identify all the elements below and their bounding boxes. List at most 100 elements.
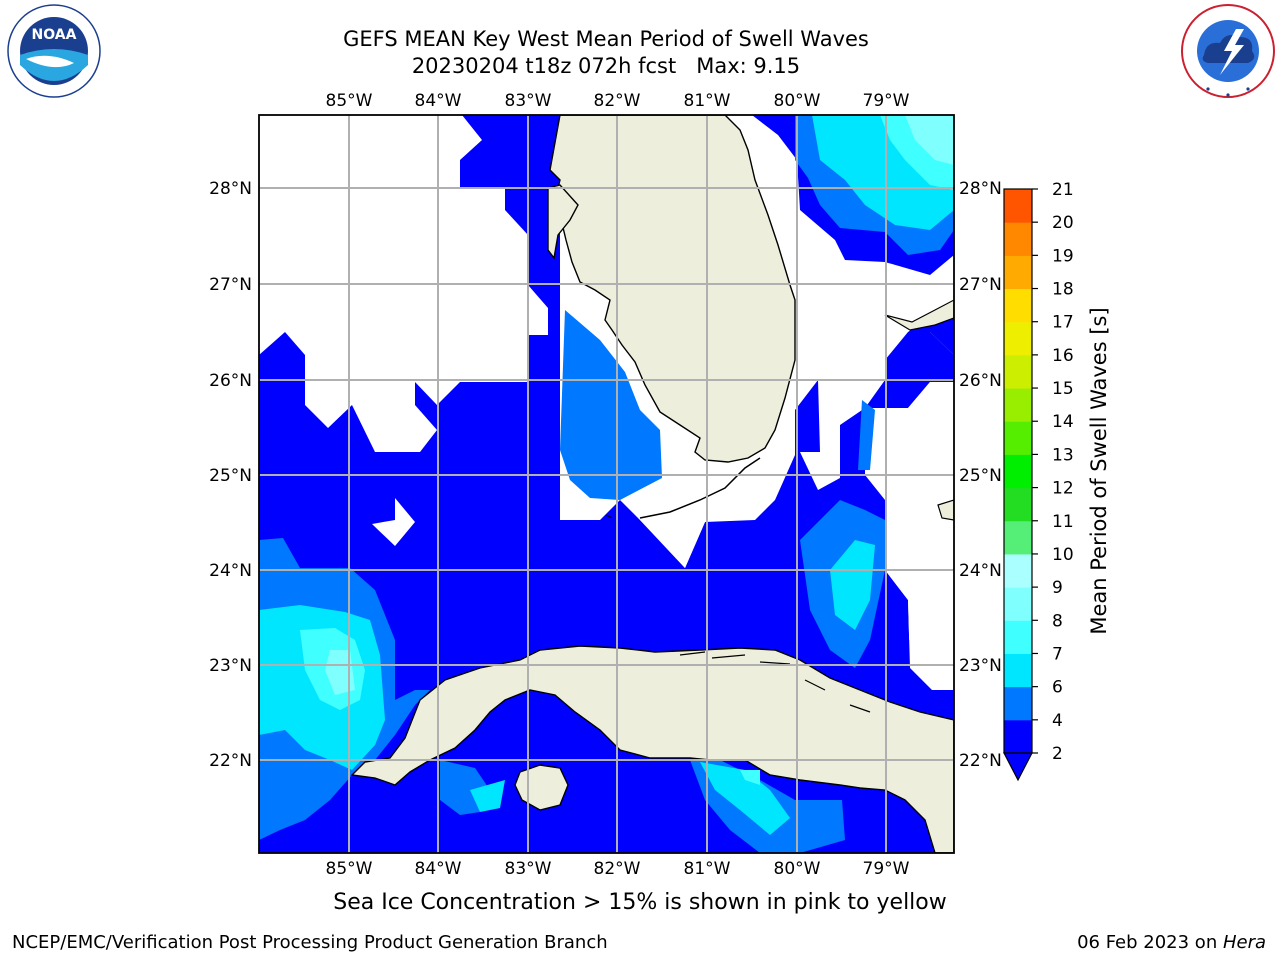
colorbar-segment — [1004, 421, 1032, 455]
colorbar-segment — [1004, 653, 1032, 688]
colorbar-segment — [1004, 620, 1032, 654]
lat-label: 22°N — [959, 751, 1002, 771]
title-line-1: GEFS MEAN Key West Mean Period of Swell … — [343, 27, 869, 51]
colorbar-tick-label: 21 — [1052, 180, 1074, 200]
lon-label: 79°W — [863, 859, 910, 879]
colorbar-tick-label: 18 — [1052, 280, 1074, 300]
colorbar-tick-label: 10 — [1052, 545, 1074, 565]
footer-branch: NCEP/EMC/Verification Post Processing Pr… — [12, 932, 608, 953]
colorbar: 2 4 6 7 8 9 10 11 12 13 14 15 16 17 18 19 20 21 — [1003, 180, 1074, 782]
lon-label: 84°W — [415, 859, 462, 879]
colorbar-segment — [1004, 321, 1032, 356]
field-6-7s — [470, 780, 505, 812]
lon-label: 83°W — [505, 91, 552, 111]
colorbar-segment — [1004, 189, 1032, 223]
colorbar-segment — [1004, 288, 1032, 323]
map-frame — [258, 114, 955, 854]
colorbar-label: Mean Period of Swell Waves [s] — [1087, 307, 1111, 634]
lat-label: 28°N — [959, 179, 1002, 199]
colorbar-segment — [1004, 388, 1032, 422]
colorbar-tick-label: 6 — [1052, 678, 1063, 698]
field-4-6s — [560, 310, 662, 500]
colorbar-segment — [1004, 487, 1032, 522]
map-gridlines — [259, 115, 954, 853]
colorbar-segment — [1004, 719, 1032, 754]
field-6-7s — [830, 540, 875, 630]
lon-labels-top: 85°W 84°W 83°W 82°W 81°W 80°W 79°W — [326, 91, 910, 111]
lon-label: 80°W — [774, 91, 821, 111]
lat-label: 23°N — [959, 656, 1002, 676]
no-data-region — [640, 520, 705, 568]
lat-label: 26°N — [959, 371, 1002, 391]
nws-logo — [1181, 4, 1275, 98]
sea-ice-note: Sea Ice Concentration > 15% is shown in … — [333, 890, 947, 915]
colorbar-tick-label: 14 — [1052, 412, 1074, 432]
footer-date-text: 06 Feb 2023 on — [1077, 932, 1223, 953]
florida-keys — [639, 457, 761, 519]
lon-label: 82°W — [594, 859, 641, 879]
lon-label: 81°W — [684, 859, 731, 879]
colorbar-segment — [1004, 587, 1032, 621]
lon-label: 81°W — [684, 91, 731, 111]
field-7-8s — [740, 770, 760, 785]
lat-label: 25°N — [959, 466, 1002, 486]
colorbar-segment — [1004, 222, 1032, 256]
footer-date: 06 Feb 2023 on Hera — [1077, 932, 1266, 953]
lat-label: 23°N — [209, 656, 252, 676]
swell-period-field — [259, 115, 954, 853]
colorbar-tick-label: 4 — [1052, 711, 1063, 731]
lat-label: 22°N — [209, 751, 252, 771]
colorbar-segment — [1004, 454, 1032, 489]
colorbar-tick-label: 16 — [1052, 346, 1074, 366]
lat-label: 26°N — [209, 371, 252, 391]
lon-label: 85°W — [326, 859, 373, 879]
field-6-7s — [700, 762, 790, 835]
colorbar-segment — [1004, 553, 1032, 588]
colorbar-frame — [1003, 188, 1033, 754]
lon-label: 85°W — [326, 91, 373, 111]
colorbar-tick-label: 9 — [1052, 578, 1063, 598]
field-2-4s — [259, 115, 560, 650]
colorbar-extend-min — [1003, 752, 1033, 782]
colorbar-tick-label: 19 — [1052, 246, 1074, 266]
colorbar-tick-label: 7 — [1052, 644, 1063, 664]
florida-west-coast — [547, 184, 579, 260]
noaa-logo-text: NOAA — [32, 27, 77, 43]
noaa-logo: NOAA — [7, 4, 101, 98]
field-4-6s — [858, 400, 875, 470]
colorbar-segment — [1004, 354, 1032, 389]
colorbar-segment — [1004, 255, 1032, 290]
lon-label: 79°W — [863, 91, 910, 111]
lat-label: 27°N — [209, 275, 252, 295]
lat-labels-left: 28°N 27°N 26°N 25°N 24°N 23°N 22°N — [209, 179, 252, 771]
field-8-9s — [905, 115, 954, 165]
lat-label: 25°N — [209, 466, 252, 486]
colorbar-tick-label: 17 — [1052, 313, 1074, 333]
colorbar-tick-label: 12 — [1052, 479, 1074, 499]
colorbar-tick-label: 20 — [1052, 213, 1074, 233]
lat-label: 24°N — [209, 561, 252, 581]
florida-keys — [605, 514, 613, 519]
no-data-region — [372, 498, 415, 546]
lon-labels-bottom: 85°W 84°W 83°W 82°W 81°W 80°W 79°W — [326, 859, 910, 879]
lat-label: 27°N — [959, 275, 1002, 295]
cuba-land — [350, 645, 954, 853]
bahamas-land — [884, 299, 954, 331]
lat-labels-right: 28°N 27°N 26°N 25°N 24°N 23°N 22°N — [959, 179, 1002, 771]
no-data-region — [885, 382, 954, 690]
footer-host: Hera — [1222, 932, 1266, 953]
cuba-cays — [679, 651, 871, 713]
colorbar-tick-label: 8 — [1052, 611, 1063, 631]
colorbar-segment — [1004, 520, 1032, 555]
lat-label: 24°N — [959, 561, 1002, 581]
lon-label: 82°W — [594, 91, 641, 111]
title-line-2: 20230204 t18z 072h fcst Max: 9.15 — [411, 54, 801, 78]
chart-title: GEFS MEAN Key West Mean Period of Swell … — [0, 26, 1212, 80]
lon-label: 80°W — [774, 859, 821, 879]
lat-label: 28°N — [209, 179, 252, 199]
lon-label: 84°W — [415, 91, 462, 111]
florida-land — [549, 115, 796, 463]
colorbar-tick-label: 15 — [1052, 379, 1074, 399]
field-8-9s — [325, 650, 355, 695]
